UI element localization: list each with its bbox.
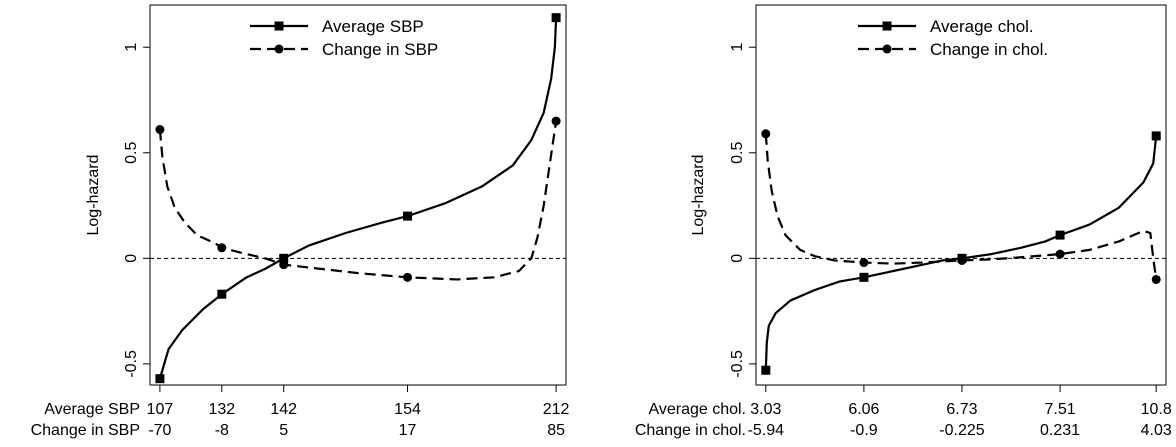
data-point-circle — [761, 129, 771, 139]
y-tick-label: 1 — [123, 43, 140, 52]
x-tick-label: 142 — [270, 401, 297, 418]
legend-marker-circle — [274, 44, 284, 54]
x-tick-label: -5.94 — [748, 422, 785, 439]
data-point-circle — [551, 116, 561, 126]
series-line-1 — [764, 135, 1158, 371]
series-line-1 — [158, 17, 558, 379]
data-point-circle — [1151, 274, 1161, 284]
x-tick-label: 107 — [147, 401, 174, 418]
data-point-circle — [155, 125, 165, 135]
x-tick-label: -0.225 — [939, 422, 984, 439]
data-point-square — [279, 253, 289, 263]
y-tick-label: 0.5 — [729, 142, 746, 164]
legend-label: Average chol. — [930, 17, 1034, 36]
data-point-circle — [217, 243, 227, 253]
y-tick-label: 0.5 — [123, 142, 140, 164]
data-point-circle — [859, 258, 869, 268]
y-tick-label: -0.5 — [729, 350, 746, 378]
legend-label: Change in chol. — [930, 40, 1048, 59]
data-point-circle — [403, 272, 413, 282]
series-line-2 — [764, 133, 1158, 280]
x-tick-label: 3.03 — [750, 401, 781, 418]
x-tick-label: 85 — [547, 422, 565, 439]
x-row-label: Change in chol. — [635, 422, 746, 439]
plot-frame — [755, 4, 1167, 386]
data-point-square — [155, 374, 165, 384]
legend-marker-square — [274, 21, 284, 31]
data-point-square — [1151, 131, 1161, 141]
data-point-circle — [957, 255, 967, 265]
y-tick-label: 1 — [729, 43, 746, 52]
x-tick-label: 0.231 — [1040, 422, 1080, 439]
x-tick-label: -8 — [215, 422, 229, 439]
data-point-square — [859, 272, 869, 282]
x-row-label: Average chol. — [648, 401, 746, 418]
data-point-circle — [279, 260, 289, 270]
x-tick-label: 154 — [394, 401, 421, 418]
x-tick-label: -0.9 — [850, 422, 878, 439]
x-tick-label: 132 — [208, 401, 235, 418]
legend-label: Change in SBP — [322, 40, 438, 59]
plot-frame — [149, 4, 567, 386]
x-tick-label: 6.73 — [946, 401, 977, 418]
x-tick-label: 4.03 — [1141, 422, 1172, 439]
y-tick-label: 0 — [123, 254, 140, 263]
legend-label: Average SBP — [322, 17, 424, 36]
y-axis-label: Log-hazard — [690, 155, 707, 236]
x-tick-label: 5 — [279, 422, 288, 439]
data-point-square — [761, 365, 771, 375]
data-point-square — [217, 289, 227, 299]
data-point-square — [403, 211, 413, 221]
x-row-label: Average SBP — [44, 401, 140, 418]
legend-marker-circle — [882, 44, 892, 54]
y-tick-label: 0 — [729, 254, 746, 263]
x-tick-label: 6.06 — [848, 401, 879, 418]
x-row-label: Change in SBP — [31, 422, 140, 439]
legend-marker-square — [882, 21, 892, 31]
x-tick-label: 212 — [543, 401, 570, 418]
legend: Average chol. Change in chol. — [858, 17, 1048, 59]
series-line-2 — [158, 120, 558, 281]
x-tick-label: 7.51 — [1044, 401, 1075, 418]
data-point-circle — [1055, 249, 1065, 259]
data-point-square — [551, 13, 561, 23]
x-tick-label: -70 — [148, 422, 171, 439]
legend: Average SBP Change in SBP — [250, 17, 438, 59]
x-tick-label: 17 — [399, 422, 417, 439]
x-tick-label: 10.8 — [1141, 401, 1172, 418]
data-point-square — [1055, 230, 1065, 240]
chart-panel-1: -0.5 0 0.5 1 Log-hazard Average SBP 107 132 142 1… — [31, 4, 570, 439]
y-axis-label: Log-hazard — [85, 155, 102, 236]
y-tick-label: -0.5 — [123, 350, 140, 378]
